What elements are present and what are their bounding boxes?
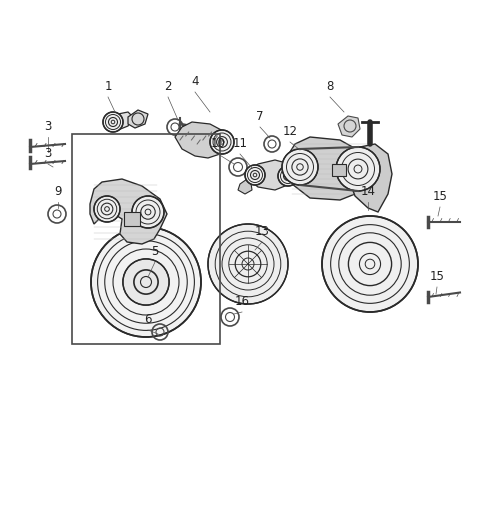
Polygon shape <box>175 122 228 158</box>
Polygon shape <box>338 116 360 137</box>
Text: 15: 15 <box>430 270 444 283</box>
Circle shape <box>336 147 380 191</box>
Circle shape <box>208 224 288 304</box>
Text: 2: 2 <box>164 80 172 93</box>
Text: 7: 7 <box>256 110 264 123</box>
Bar <box>72 134 220 344</box>
Text: 8: 8 <box>326 80 334 93</box>
Circle shape <box>91 227 201 337</box>
Text: 6: 6 <box>144 313 152 326</box>
Text: 10: 10 <box>211 137 226 150</box>
Text: 13: 13 <box>254 225 269 238</box>
Polygon shape <box>348 144 392 212</box>
Text: 5: 5 <box>151 245 159 258</box>
Bar <box>124 212 140 226</box>
Polygon shape <box>238 177 252 194</box>
Circle shape <box>282 149 318 185</box>
Circle shape <box>123 259 169 305</box>
Bar <box>332 164 346 176</box>
Circle shape <box>103 112 123 132</box>
Text: 11: 11 <box>232 137 248 150</box>
Circle shape <box>210 130 234 154</box>
Polygon shape <box>90 179 167 244</box>
Text: 4: 4 <box>191 75 199 88</box>
Circle shape <box>245 165 265 185</box>
Text: 3: 3 <box>44 147 52 160</box>
Text: 3: 3 <box>44 120 52 133</box>
Text: 1: 1 <box>104 80 112 93</box>
Text: 16: 16 <box>235 295 250 308</box>
Polygon shape <box>285 137 375 200</box>
Text: 12: 12 <box>283 125 298 138</box>
Text: 9: 9 <box>54 185 62 198</box>
Polygon shape <box>128 110 148 128</box>
Circle shape <box>132 196 164 228</box>
Circle shape <box>278 166 298 186</box>
Polygon shape <box>248 160 295 190</box>
Circle shape <box>322 216 418 312</box>
Text: 14: 14 <box>360 185 375 198</box>
Circle shape <box>94 196 120 222</box>
Polygon shape <box>108 112 133 130</box>
Text: 15: 15 <box>432 190 447 203</box>
